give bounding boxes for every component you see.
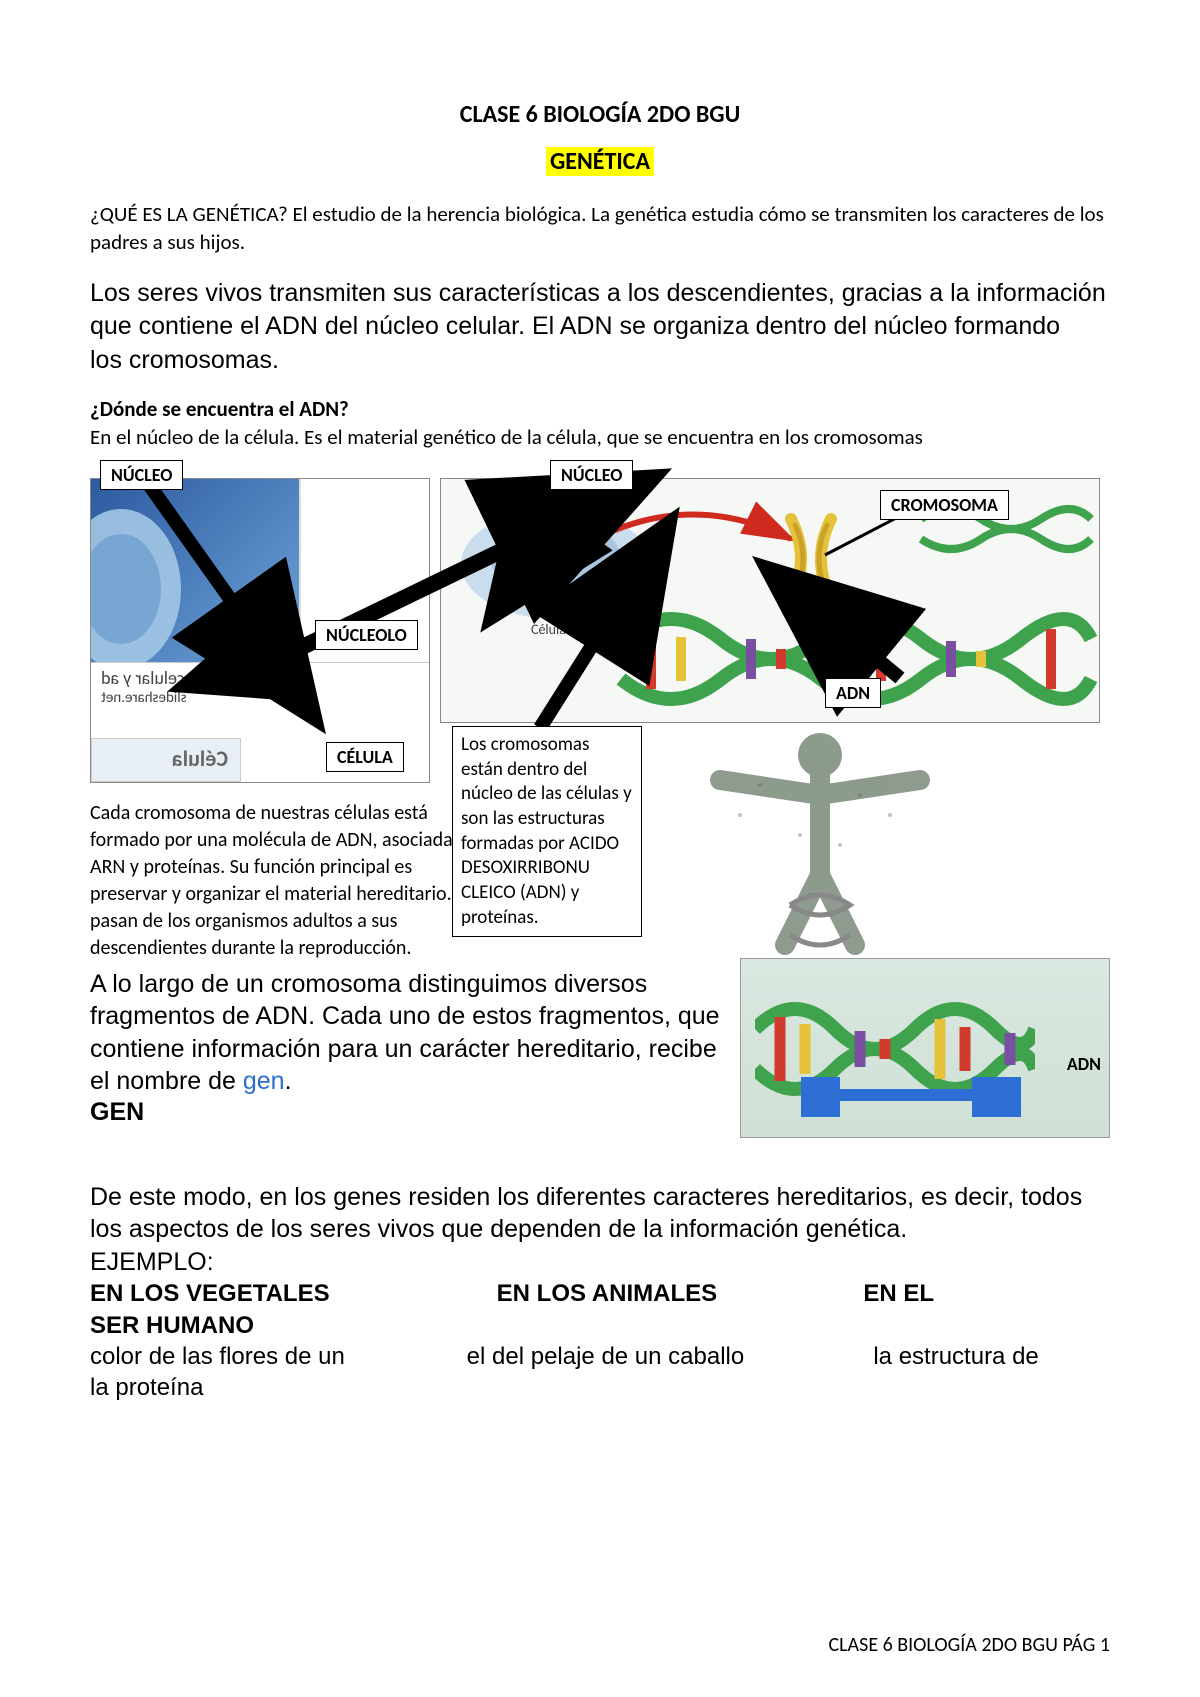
gen-section: ADN A lo largo de un cromosoma distingui…	[90, 968, 1110, 1163]
page-title-highlight: GENÉTICA	[546, 147, 654, 176]
gen-paragraph: A lo largo de un cromosoma distinguimos …	[90, 968, 730, 1098]
label-celula: CÉLULA	[326, 742, 404, 772]
svg-text:Célula: Célula	[531, 621, 566, 638]
label-nucleo-1: NÚCLEO	[100, 460, 183, 490]
lower-paragraph: De este modo, en los genes residen los d…	[90, 1181, 1110, 1246]
gen-link: gen	[243, 1067, 285, 1095]
label-nucleolo: NÚCLEOLO	[315, 620, 418, 650]
gen-para-text: A lo largo de un cromosoma distinguimos …	[90, 970, 720, 1096]
col2-head: EN LOS ANIMALES	[497, 1278, 857, 1309]
page-title-2-wrap: GENÉTICA	[90, 147, 1110, 176]
left-paragraph: Cada cromosoma de nuestras células está …	[90, 800, 470, 962]
mirrored-caption: Núcleo celular y ad slideshare.net	[91, 662, 429, 718]
row-last: la proteína	[90, 1374, 203, 1401]
row-veg: color de las flores de un	[90, 1341, 460, 1372]
question-answer: En el núcleo de la célula. Es el materia…	[90, 424, 1110, 450]
intro-paragraph: ¿QUÉ ES LA GENÉTICA? El estudio de la he…	[90, 200, 1110, 257]
label-nucleo-2: NÚCLEO	[550, 460, 633, 490]
cell-blob-icon	[91, 479, 301, 662]
adn-figure-right: ADN	[740, 958, 1110, 1138]
body-line-3: los cromosomas.	[90, 344, 1110, 378]
page-footer: CLASE 6 BIOLOGÍA 2DO BGU PÁG 1	[828, 1633, 1110, 1657]
human-figure-icon	[660, 725, 980, 955]
blue-arrow-icon	[801, 1077, 1021, 1117]
mirror-celula-label: Célula	[91, 738, 241, 782]
col3-head: EN EL	[863, 1278, 934, 1309]
mirror-line-2: slideshare.net	[101, 689, 419, 707]
adn-right-label: ADN	[1067, 1053, 1101, 1075]
cell-image-placeholder	[91, 479, 301, 662]
row-ani: el del pelaje de un caballo	[467, 1341, 867, 1372]
label-cromosoma: CROMOSOMA	[880, 490, 1009, 520]
diagram-area: Núcleo celular y ad slideshare.net Célul…	[90, 460, 1110, 960]
body-paragraph-1: Los seres vivos transmiten sus caracterí…	[90, 277, 1110, 378]
col3-head-2: SER HUMANO	[90, 1312, 254, 1339]
examples-columns: EN LOS VEGETALES EN LOS ANIMALES EN EL S…	[90, 1278, 1110, 1403]
ejemplo-label: EJEMPLO:	[90, 1246, 1110, 1279]
page-title-1: CLASE 6 BIOLOGÍA 2DO BGU	[90, 100, 1110, 129]
gen-period: .	[285, 1067, 292, 1095]
body-line-2: que contiene el ADN del núcleo celular. …	[90, 310, 1110, 344]
question-heading: ¿Dónde se encuentra el ADN?	[90, 396, 1110, 422]
row-hum: la estructura de	[873, 1341, 1038, 1372]
col1-head: EN LOS VEGETALES	[90, 1278, 490, 1309]
label-adn: ADN	[825, 678, 881, 708]
mirror-line-1: Núcleo celular y ad	[101, 667, 419, 689]
caption-box-cromosomas: Los cromosomas están dentro del núcleo d…	[452, 726, 642, 938]
body-line-1: Los seres vivos transmiten sus caracterí…	[90, 277, 1110, 311]
